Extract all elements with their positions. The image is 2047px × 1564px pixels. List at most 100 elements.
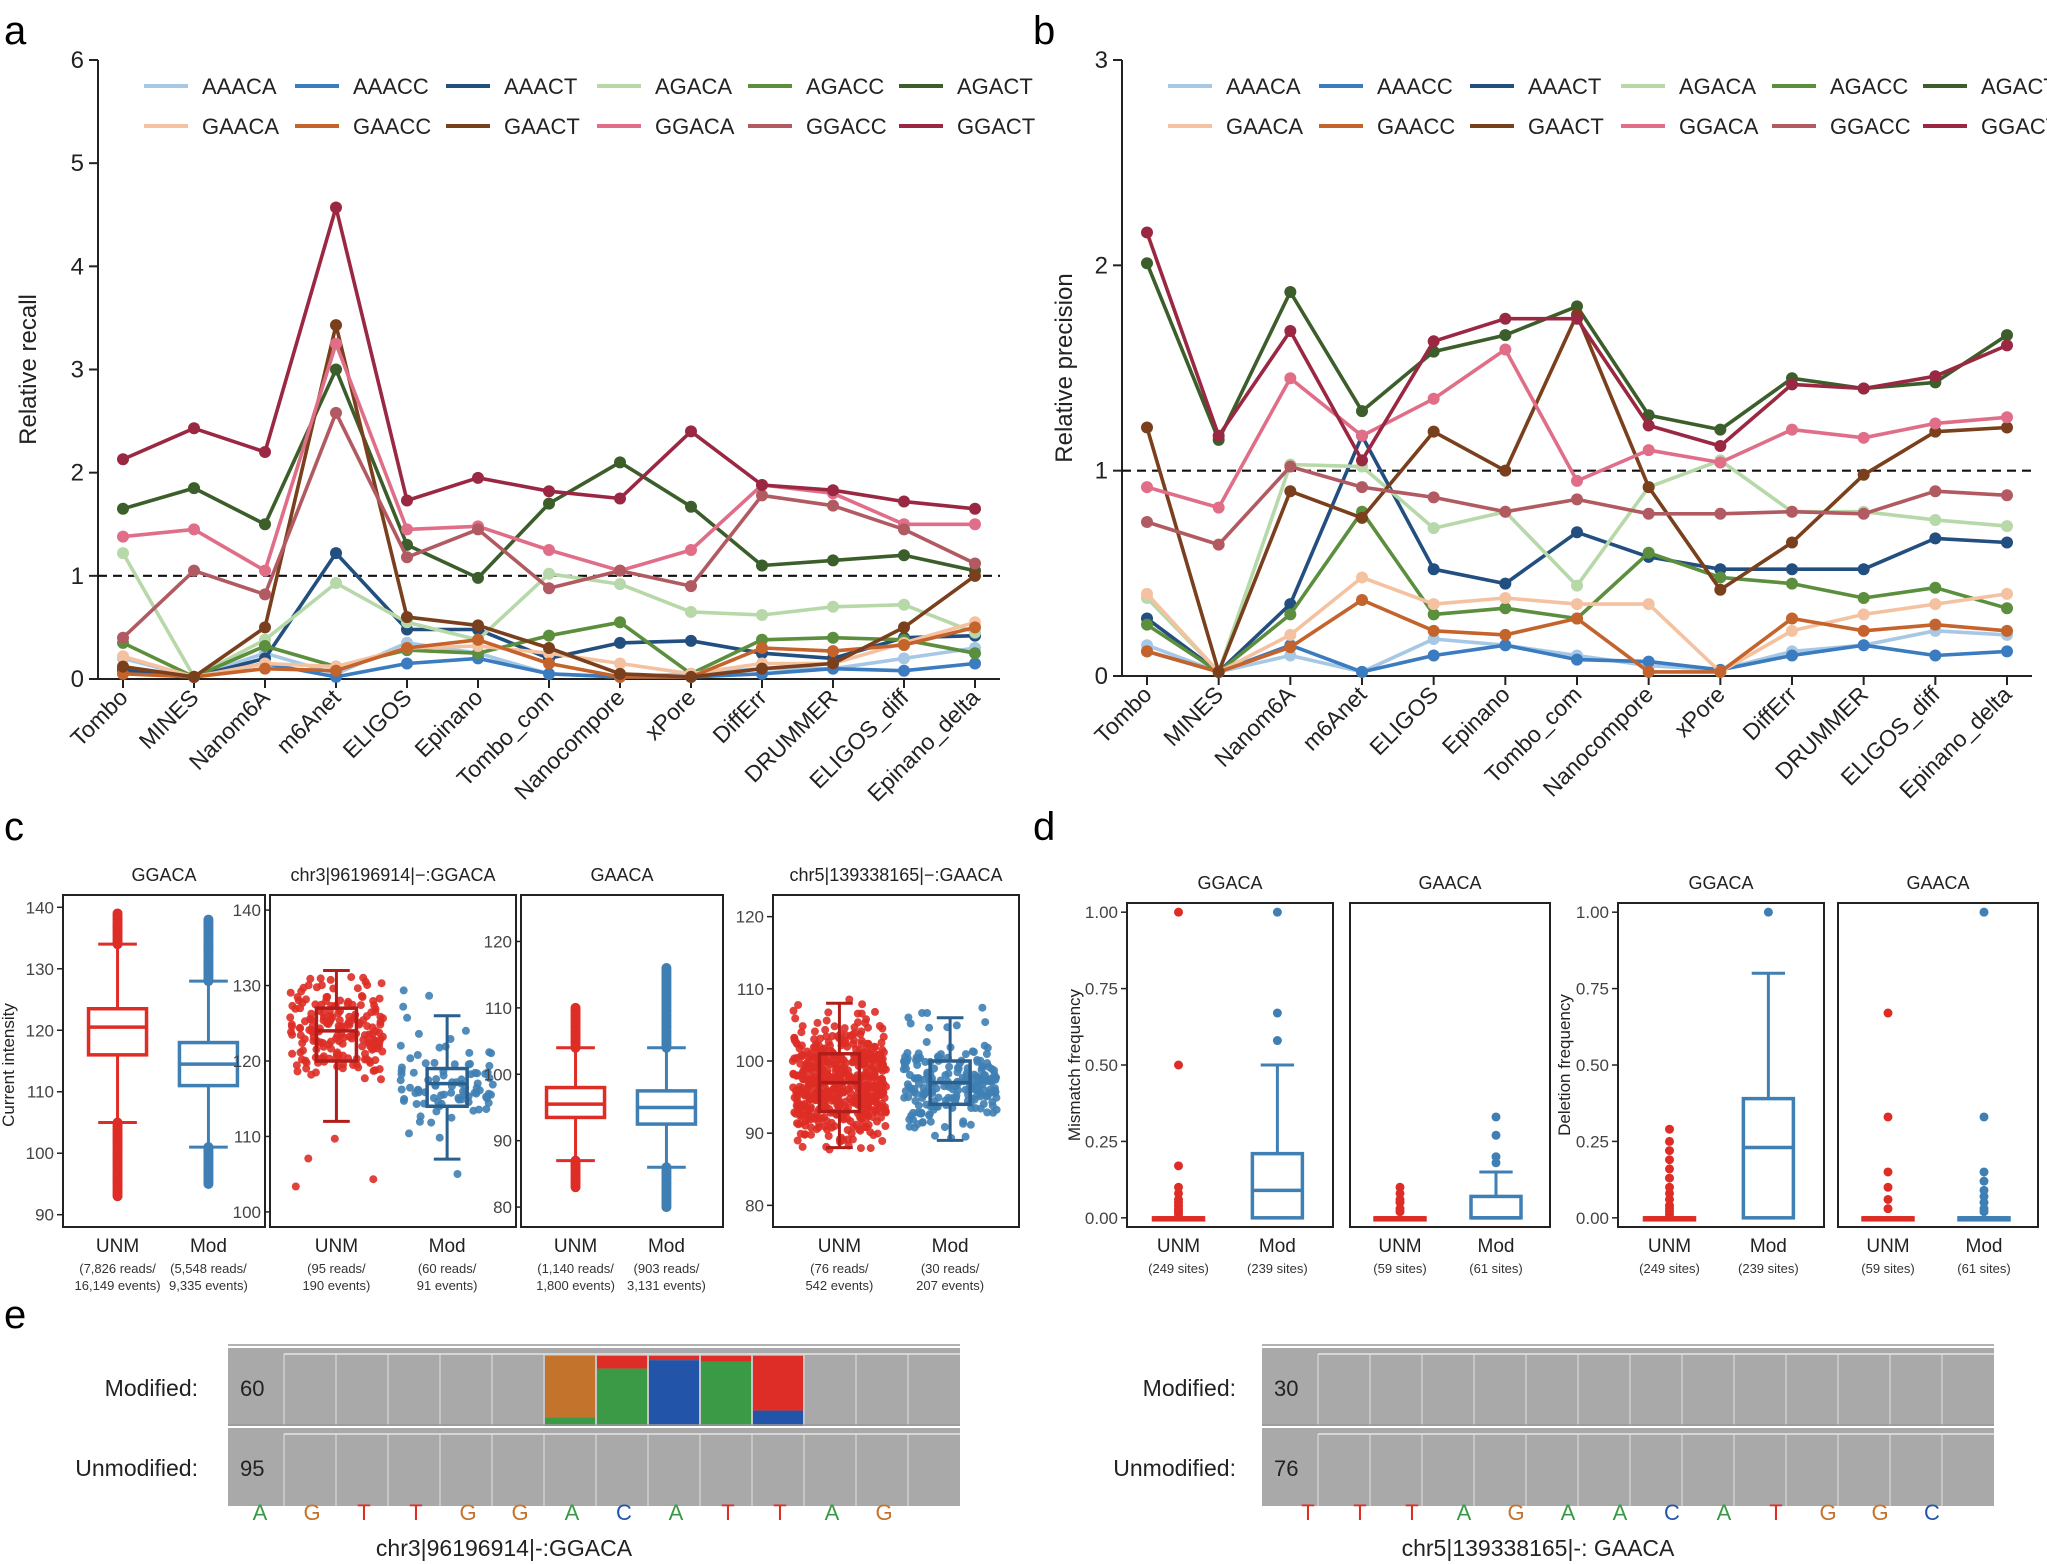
outlier-point <box>1491 1112 1501 1122</box>
jitter-point <box>301 1056 310 1065</box>
point-AAACC <box>1427 649 1440 662</box>
group-count: (30 reads/ <box>921 1261 980 1276</box>
point-AGACA <box>756 609 768 622</box>
point-GAACC <box>259 662 271 675</box>
point-AGACT <box>472 571 484 584</box>
jitter-point <box>793 1136 802 1145</box>
jitter-point <box>798 1142 807 1151</box>
jitter-point <box>300 1035 309 1044</box>
jitter-point <box>347 973 356 982</box>
jitter-point <box>353 984 362 993</box>
outlier-point <box>1665 1136 1674 1146</box>
jitter-point <box>299 1046 307 1055</box>
jitter-point <box>334 1052 343 1061</box>
jitter-point <box>790 1093 799 1102</box>
jitter-point <box>953 1068 962 1077</box>
jitter-point <box>904 1013 913 1022</box>
point-AAACT <box>1714 563 1727 576</box>
jitter-point <box>878 1137 887 1145</box>
point-GAACT <box>543 642 555 655</box>
jitter-point <box>909 1108 918 1117</box>
jitter-point <box>439 1071 448 1080</box>
jitter-point <box>835 1070 844 1079</box>
point-AAACT <box>685 634 697 647</box>
point-AGACC <box>1857 591 1870 604</box>
jitter-point <box>806 1103 815 1112</box>
jitter-point <box>868 1073 877 1082</box>
jitter-point <box>914 1101 923 1110</box>
point-GAACC <box>1786 612 1798 625</box>
legend-label-AGACA: AGACA <box>1679 74 1756 99</box>
point-GGACC <box>969 557 981 570</box>
jitter-point <box>845 995 854 1004</box>
jitter-point <box>324 1020 333 1029</box>
base-letter: T <box>1353 1500 1366 1525</box>
point-GAACC <box>1929 618 1942 631</box>
x-tick-label: MINES <box>1158 681 1228 751</box>
jitter-point <box>403 1013 412 1022</box>
y-tick-label: 110 <box>234 1127 261 1146</box>
jitter-point <box>830 1122 839 1131</box>
jitter-point <box>845 1073 854 1082</box>
jitter-point <box>429 1094 438 1102</box>
subplot-title: GAACA <box>1418 873 1481 893</box>
jitter-point <box>302 1064 311 1073</box>
group-count: 16,149 events) <box>75 1278 161 1293</box>
y-tick-label: 3 <box>71 357 84 384</box>
jitter-point <box>868 1065 877 1074</box>
mismatch-bar <box>597 1368 647 1426</box>
jitter-point <box>977 1065 986 1074</box>
y-tick-label: 80 <box>745 1196 764 1215</box>
base-letter: A <box>1561 1500 1576 1525</box>
jitter-point <box>413 1051 422 1059</box>
jitter-point <box>343 999 352 1008</box>
jitter-point <box>941 1071 950 1080</box>
point-AAACT <box>1427 563 1440 576</box>
point-GAACT <box>898 621 910 634</box>
base-letter: G <box>511 1500 528 1525</box>
jitter-point <box>922 1038 931 1046</box>
point-GGACA <box>543 544 555 557</box>
point-GAACC <box>401 642 413 655</box>
box-iqr <box>314 1006 359 1063</box>
point-GAACC <box>2001 624 2013 637</box>
group-count: (249 sites) <box>1639 1261 1700 1276</box>
jitter-point <box>369 997 378 1005</box>
outlier-point <box>1665 1173 1674 1183</box>
jitter-point <box>371 1007 380 1016</box>
outlier-point <box>203 1178 214 1189</box>
jitter-point <box>976 1092 985 1101</box>
group-count: (61 sites) <box>1957 1261 2010 1276</box>
jitter-point <box>931 1131 939 1140</box>
jitter-point <box>982 1050 991 1058</box>
legend-label-AAACT: AAACT <box>1528 74 1601 99</box>
jitter-point <box>823 1094 832 1103</box>
jitter-point <box>437 1091 445 1100</box>
jitter-point <box>291 1182 300 1191</box>
jitter-point <box>364 1037 373 1046</box>
x-tick-label: ELIGOS <box>338 684 417 763</box>
point-GGACA <box>117 530 129 543</box>
point-GGACC <box>1284 460 1297 473</box>
point-GGACT <box>1499 312 1512 325</box>
jitter-point <box>487 1049 496 1058</box>
base-letter: G <box>303 1500 320 1525</box>
point-GAACA <box>1427 598 1440 611</box>
jitter-point <box>798 1022 807 1031</box>
point-AGACA <box>543 567 555 580</box>
x-tick-label: m6Anet <box>271 684 346 759</box>
jitter-point <box>873 1129 882 1138</box>
group-count: 542 events) <box>805 1278 873 1293</box>
point-AGACC <box>2001 602 2013 615</box>
group-count: 1,800 events) <box>536 1278 615 1293</box>
jitter-point <box>822 1102 830 1111</box>
outlier-point <box>1272 1008 1282 1018</box>
point-GAACA <box>1356 571 1368 584</box>
jitter-point <box>360 1074 369 1083</box>
point-GAACT <box>1499 464 1512 477</box>
jitter-point <box>856 1126 865 1135</box>
subplot-title: GGACA <box>131 865 196 885</box>
legend-label-GGACA: GGACA <box>655 114 735 139</box>
jitter-point <box>485 1074 494 1082</box>
x-tick-label: xPore <box>640 684 701 745</box>
